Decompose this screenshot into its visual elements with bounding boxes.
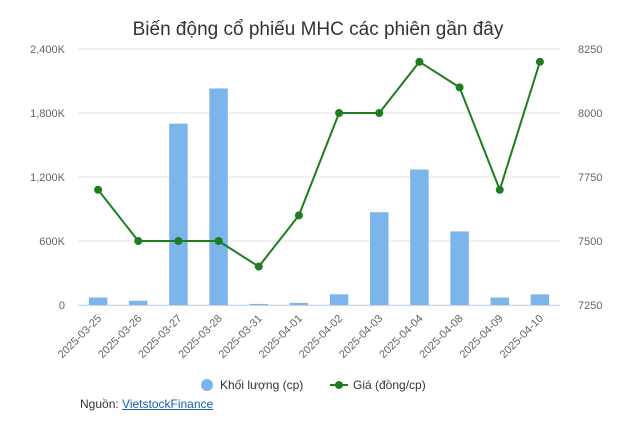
source-note: Nguồn: VietstockFinance xyxy=(80,397,213,411)
volume-bar xyxy=(289,302,309,305)
x-tick-label: 2025-04-10 xyxy=(498,313,546,361)
y-right-tick-label: 8000 xyxy=(578,108,602,120)
volume-bar xyxy=(410,169,429,305)
legend-price-label: Giá (đồng/cp) xyxy=(353,378,426,392)
legend-volume-label: Khối lượng (cp) xyxy=(220,378,303,392)
y-left-tick-label: 600K xyxy=(39,236,65,248)
volume-bar xyxy=(450,231,469,305)
axes: 0 600K 1,200K 1,800K 2,400K 7250 7500 7750 8000 8… xyxy=(30,44,602,361)
volume-bar xyxy=(209,88,228,305)
y-left-tick-label: 1,800K xyxy=(30,108,66,120)
volume-bar xyxy=(249,303,268,305)
grid-lines xyxy=(78,48,560,306)
price-point xyxy=(495,185,504,194)
legend: Khối lượng (cp) Giá (đồng/cp) xyxy=(201,378,426,392)
y-right-tick-label: 7750 xyxy=(578,172,602,184)
volume-bar xyxy=(530,294,550,305)
price-point xyxy=(214,237,223,245)
y-left-tick-label: 2,400K xyxy=(30,44,66,56)
price-point xyxy=(174,237,183,245)
price-point xyxy=(535,57,544,66)
source-label: Nguồn: xyxy=(80,397,119,411)
legend-item-volume[interactable]: Khối lượng (cp) xyxy=(201,378,303,392)
chart-title: Biến động cổ phiếu MHC các phiên gần đây xyxy=(133,19,504,40)
price-line-path xyxy=(97,60,541,268)
price-point xyxy=(254,262,263,271)
price-line xyxy=(94,57,544,271)
price-point xyxy=(294,211,303,220)
legend-item-price[interactable]: Giá (đồng/cp) xyxy=(330,378,426,392)
price-point xyxy=(134,237,143,245)
volume-bar xyxy=(169,123,188,306)
price-point xyxy=(415,57,424,66)
volume-bar xyxy=(329,294,349,305)
volume-bar xyxy=(370,212,389,305)
price-point xyxy=(335,109,344,117)
y-left-tick-label: 0 xyxy=(59,300,65,312)
legend-price-marker xyxy=(335,381,343,389)
price-point xyxy=(455,83,464,92)
volume-bar xyxy=(490,297,509,305)
legend-volume-marker xyxy=(201,379,213,391)
y-right-tick-label: 8250 xyxy=(578,44,602,56)
source-link[interactable]: VietstockFinance xyxy=(122,397,214,411)
volume-bars xyxy=(88,88,550,306)
y-right-tick-label: 7500 xyxy=(578,236,602,248)
y-left-tick-label: 1,200K xyxy=(30,172,66,184)
volume-bar xyxy=(88,297,108,305)
price-point xyxy=(375,109,384,117)
volume-bar xyxy=(129,300,148,305)
price-point xyxy=(94,185,103,194)
y-right-tick-label: 7250 xyxy=(578,300,602,312)
